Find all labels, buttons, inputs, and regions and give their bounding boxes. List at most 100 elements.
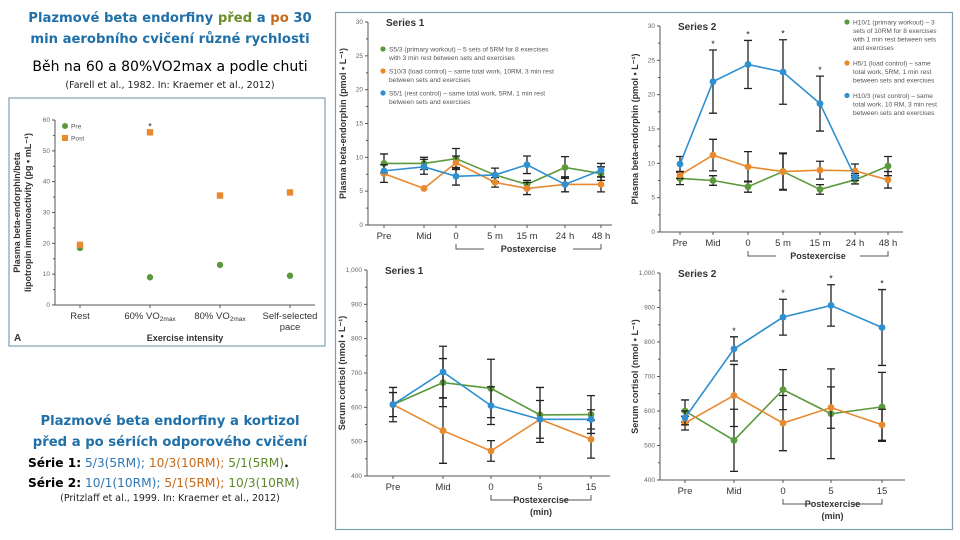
x-tick-label: 5 m [487,231,503,242]
y-axis-label: Serum cortisol (nmol • L⁻¹) [630,319,640,433]
serie1-sep: ; [220,456,229,470]
legend-marker [380,68,386,74]
panel-letter: A [14,333,21,344]
legend-label: with 1 min rest between sets [852,37,937,44]
series-h51 [676,138,892,191]
legend-marker [62,135,68,141]
data-point [676,160,684,168]
legend-label: between sets and exercises [853,110,935,117]
lower-citation: (Pritzlaff et al., 1999. In: Kraemer et … [60,493,280,504]
serie2-sep: ; [156,476,165,490]
x-tick-label: Self-selected [263,311,318,322]
x-tick-label: Mid [726,486,741,497]
chart-title: Series 2 [678,22,717,33]
serie2-sep: ; [220,476,229,490]
y-tick-label: 5 [651,195,655,202]
data-point [884,162,892,170]
data-point [452,159,460,167]
y-tick-label: 20 [356,87,364,94]
series-h103 [681,284,886,426]
y-axis-label: Plasma beta-endorphin/beta [12,151,22,273]
lower-title: Plazmové beta endorfiny a kortizol před … [0,411,340,453]
x-tick-label: Pre [678,486,693,497]
x-tick-label: 5 [537,482,542,493]
legend-label: and exercises [853,45,894,52]
serie1-sep: ; [140,456,149,470]
data-point [286,272,294,279]
data-point [523,185,531,192]
y-axis-label: Plasma beta-endorphin (pmol • L⁻¹) [338,48,348,199]
data-point [779,386,787,394]
x-tick-label: 15 [586,482,597,493]
left-title-part1: Plazmové beta endorfiny [28,11,218,26]
x-tick-label: 48 h [879,238,898,249]
data-point [709,78,717,86]
postexercise-bracket [490,495,592,501]
data-point [779,313,787,321]
y-tick-label: 0 [359,222,363,229]
serie2-label: Série 2: [28,476,82,490]
data-point [523,161,531,169]
legend-label: between sets and exercises [389,77,471,84]
y-tick-label: 800 [644,339,655,346]
x-tick-label: Pre [377,231,392,242]
x-tick-label: Mid [416,231,431,242]
serie2-item: 5/1(5RM) [164,476,221,490]
data-point [709,177,717,184]
legend-label: Pre [71,124,82,131]
postexercise-label: Postexercise [805,499,861,509]
legend-label: H10/1 (primary workout) – 3 [853,20,935,27]
data-point [216,192,224,199]
chart-s2-cortisol: 400 500 600 700 800 900 1,000 Pre Mid 0 5 15 Series … [630,269,905,521]
y-tick-label: 30 [43,210,51,217]
data-point [884,176,892,184]
y-tick-label: 15 [356,121,364,128]
data-point [146,129,154,136]
data-point [878,324,886,331]
data-point [744,61,752,68]
legend-label: sets of 10RM for 8 exercises [853,28,937,35]
x-tick-label: 5 [828,486,833,497]
data-point [681,414,689,422]
series-s51 [389,345,595,439]
x-tick-label: 60% VO2max [124,311,176,323]
x-tick-label: 0 [780,486,785,497]
data-point [744,183,752,191]
lower-title-line1: Plazmové beta endorfiny a kortizol [40,414,300,429]
y-axis-label: Plasma beta-endorphin (pmol • L⁻¹) [630,54,640,205]
legend-label: total work, 10 RM, 3 min rest [853,102,937,109]
y-tick-label: 50 [43,148,51,155]
data-point [420,185,428,192]
significance-star: * [781,29,785,39]
significance-star: * [711,39,715,49]
data-point [816,100,824,107]
data-point [487,402,495,410]
serie1-item: 10/3(10RM) [148,456,221,470]
left-title-line2: min aerobního cvičení různé rychlosti [30,32,310,47]
serie1-line: Série 1: 5/3(5RM); 10/3(10RM); 5/1(5RM). [28,453,289,473]
y-tick-label: 800 [351,336,362,343]
data-point [286,189,294,196]
y-tick-label: 700 [351,370,362,377]
series-h103 [676,39,859,182]
left-subtitle: Běh na 60 a 80%VO2max a podle chuti [32,59,308,75]
significance-star: * [829,274,833,284]
data-point [730,392,738,399]
series-s51 [380,155,605,193]
postexercise-bracket [455,244,602,250]
serie1-label: Série 1: [28,456,82,470]
left-title-pred: před [217,11,253,26]
y-tick-label: 1,000 [346,267,363,274]
data-point [827,404,835,411]
legend-label: S5/3 (primary workout) – 5 sets of 5RM f… [389,47,549,54]
data-point [730,345,738,353]
significance-star: * [732,326,736,336]
legend-label: H10/3 (rest control) – same [853,93,933,100]
data-point [779,68,787,76]
data-point [597,166,605,174]
serie1-item: 5/1(5RM) [228,456,285,470]
data-point [389,401,397,408]
significance-star: * [880,279,884,289]
chart-s2-endorphin: 0 5 10 15 20 25 30 Pre Mid 0 5 m 15 m 24 h 48 h Series… [630,19,937,261]
